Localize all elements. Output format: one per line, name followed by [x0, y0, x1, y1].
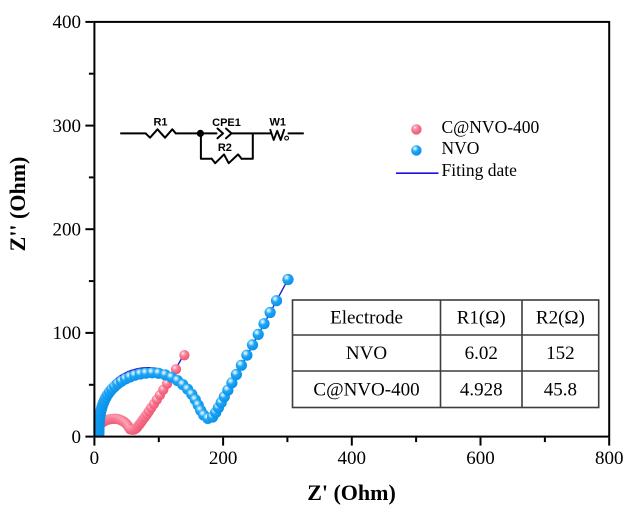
svg-text:600: 600: [466, 448, 495, 469]
svg-text:R2: R2: [218, 142, 232, 154]
svg-text:CPE1: CPE1: [212, 117, 241, 129]
svg-text:R1(Ω): R1(Ω): [457, 308, 506, 329]
svg-text:400: 400: [53, 12, 82, 33]
svg-text:C@NVO-400: C@NVO-400: [442, 117, 540, 137]
svg-text:W1: W1: [270, 117, 287, 129]
svg-text:6.02: 6.02: [465, 343, 498, 364]
svg-text:0: 0: [90, 448, 100, 469]
svg-text:R2(Ω): R2(Ω): [536, 308, 585, 329]
svg-text:Electrode: Electrode: [330, 308, 403, 329]
svg-text:Z' (Ohm): Z' (Ohm): [307, 480, 396, 505]
svg-text:0: 0: [72, 427, 82, 448]
svg-text:C@NVO-400: C@NVO-400: [313, 379, 419, 400]
svg-text:4.928: 4.928: [460, 379, 503, 400]
svg-text:400: 400: [338, 448, 367, 469]
svg-text:NVO: NVO: [346, 343, 387, 364]
svg-text:800: 800: [595, 448, 624, 469]
svg-text:300: 300: [53, 116, 82, 137]
svg-text:Fiting date: Fiting date: [442, 160, 518, 180]
svg-text:152: 152: [546, 343, 575, 364]
svg-text:Z'' (Ohm): Z'' (Ohm): [5, 157, 30, 252]
svg-text:NVO: NVO: [442, 138, 480, 158]
svg-text:200: 200: [209, 448, 238, 469]
svg-text:200: 200: [53, 219, 82, 240]
svg-text:R1: R1: [153, 117, 167, 129]
svg-text:45.8: 45.8: [544, 379, 577, 400]
svg-text:100: 100: [53, 323, 82, 344]
